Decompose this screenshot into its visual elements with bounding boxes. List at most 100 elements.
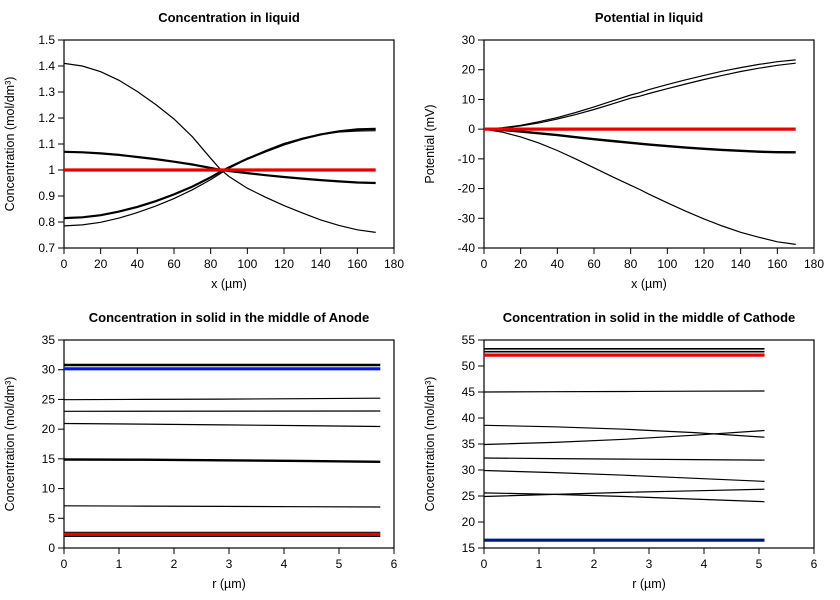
y-tick-label: 35: [462, 437, 476, 451]
series-line-7: [483, 469, 765, 482]
y-tick-label: 0.9: [38, 189, 55, 203]
y-tick-label: 1.4: [38, 59, 55, 73]
x-tick-label: 0: [61, 557, 68, 571]
x-tick-label: 140: [311, 257, 331, 271]
x-tick-label: 180: [384, 257, 404, 271]
x-tick-label: 3: [646, 557, 653, 571]
y-axis-label: Potential (mV): [423, 104, 437, 183]
x-tick-label: 100: [657, 257, 677, 271]
x-tick-label: 2: [591, 557, 598, 571]
y-tick-label: -20: [458, 182, 476, 196]
chart-title: Concentration in solid in the middle of …: [88, 310, 370, 325]
y-tick-label: 55: [462, 333, 476, 347]
x-tick-label: 0: [481, 557, 488, 571]
plot-frame: [63, 39, 395, 249]
series-line-5: [483, 429, 765, 446]
x-tick-label: 6: [391, 557, 398, 571]
x-axis-label: x (µm): [631, 277, 667, 291]
x-tick-label: 1: [536, 557, 543, 571]
x-tick-label: 80: [624, 257, 638, 271]
series-line-4: [483, 424, 765, 438]
chart-title: Concentration in liquid: [158, 10, 300, 25]
y-tick-label: 0: [468, 122, 475, 136]
x-tick-label: 5: [756, 557, 763, 571]
x-tick-label: 80: [204, 257, 218, 271]
y-tick-label: 20: [42, 422, 56, 436]
chart-canvas-concentration-liquid: 0 20 40 60 80 100 120 140 160 180 0.7 0.8 0.9 1 1.1 1.2…: [3, 33, 404, 291]
chart-title: Potential in liquid: [594, 10, 704, 25]
plot-frame: [483, 39, 815, 249]
x-tick-label: 60: [167, 257, 181, 271]
x-tick-label: 0: [61, 257, 68, 271]
y-tick-label: 40: [462, 411, 476, 425]
y-tick-label: 10: [462, 92, 476, 106]
x-tick-label: 120: [274, 257, 294, 271]
y-tick-label: 0.7: [38, 241, 55, 255]
x-tick-label: 4: [701, 557, 708, 571]
y-tick-label: 1.3: [38, 85, 55, 99]
x-tick-label: 20: [514, 257, 528, 271]
series-curve-2: [483, 62, 796, 130]
y-axis-label: Concentration (mol/dm³): [3, 377, 17, 512]
plot-frame: [483, 339, 815, 549]
x-tick-label: 140: [731, 257, 751, 271]
x-tick-label: 4: [281, 557, 288, 571]
series-line-6: [63, 505, 381, 508]
x-axis-label: r (µm): [212, 577, 246, 591]
y-tick-label: 25: [42, 392, 56, 406]
y-tick-label: 25: [462, 489, 476, 503]
x-tick-label: 60: [587, 257, 601, 271]
series-line-6: [483, 457, 765, 461]
y-tick-label: 0.8: [38, 215, 55, 229]
x-tick-label: 1: [116, 557, 123, 571]
x-tick-label: 40: [131, 257, 145, 271]
y-tick-label: 50: [462, 359, 476, 373]
y-tick-label: -40: [458, 241, 476, 255]
y-tick-label: 20: [462, 515, 476, 529]
x-tick-label: 2: [171, 557, 178, 571]
series-line-9: [483, 492, 765, 503]
y-tick-label: 15: [462, 541, 476, 555]
chart-panel-potential-liquid: Potential in liquid 0 20 40 60 80 100 120 140 16…: [420, 0, 840, 300]
chart-panel-concentration-liquid: Concentration in liquid 0 20 40 60 80 100 120 1…: [0, 0, 420, 300]
y-tick-label: 45: [462, 385, 476, 399]
y-tick-label: 1.2: [38, 111, 55, 125]
chart-panel-cathode-solid: Concentration in solid in the middle of …: [420, 300, 840, 600]
x-tick-label: 160: [767, 257, 787, 271]
series-line-2: [63, 397, 381, 401]
y-tick-label: 1.1: [38, 137, 55, 151]
y-tick-label: 1.5: [38, 33, 55, 47]
x-tick-label: 160: [347, 257, 367, 271]
x-tick-label: 20: [94, 257, 108, 271]
series-curve-3: [483, 127, 796, 154]
x-tick-label: 120: [694, 257, 714, 271]
y-tick-label: -10: [458, 152, 476, 166]
y-tick-label: 1: [48, 163, 55, 177]
series-curve-4: [483, 128, 796, 245]
y-axis-label: Concentration (mol/dm³): [423, 377, 437, 512]
x-tick-label: 0: [481, 257, 488, 271]
series-curve-1: [483, 59, 796, 130]
y-tick-label: 30: [462, 33, 476, 47]
chart-canvas-potential-liquid: 0 20 40 60 80 100 120 140 160 180 -40 -30 -20 -10 0 10 2…: [423, 33, 824, 291]
y-tick-label: 35: [42, 333, 56, 347]
chart-title: Concentration in solid in the middle of …: [502, 310, 796, 325]
y-tick-label: 20: [462, 63, 476, 77]
series-line-8: [483, 488, 765, 498]
series-line-5: [63, 458, 381, 463]
y-tick-label: 15: [42, 452, 56, 466]
series-curve-1: [63, 62, 376, 233]
y-tick-label: 30: [42, 363, 56, 377]
series-curve-2: [63, 150, 376, 185]
y-tick-label: 5: [48, 511, 55, 525]
y-tick-label: 0: [48, 541, 55, 555]
y-tick-label: 10: [42, 482, 56, 496]
x-tick-label: 40: [551, 257, 565, 271]
x-axis-label: x (µm): [211, 277, 247, 291]
y-tick-label: -30: [458, 211, 476, 225]
y-axis-label: Concentration (mol/dm³): [3, 77, 17, 212]
x-tick-label: 180: [804, 257, 824, 271]
x-tick-label: 3: [226, 557, 233, 571]
